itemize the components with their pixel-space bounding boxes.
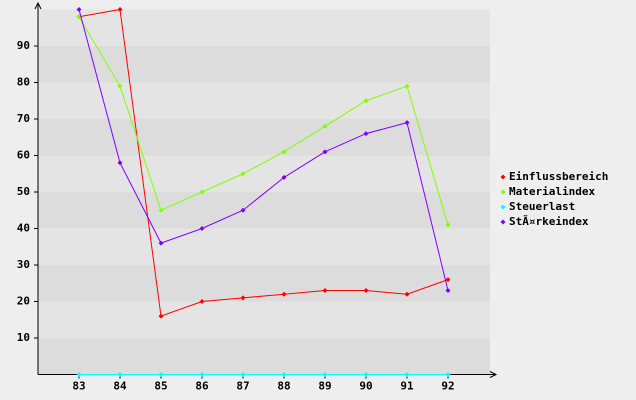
data-point	[404, 291, 410, 297]
x-tick-label: 89	[318, 380, 331, 393]
legend-label: Steuerlast	[509, 200, 575, 213]
legend-marker	[500, 174, 506, 180]
data-point	[199, 189, 205, 195]
data-point	[281, 174, 287, 180]
y-tick-label: 90	[17, 39, 30, 52]
x-tick-label: 83	[72, 380, 85, 393]
grid-band	[38, 228, 490, 265]
y-tick-label: 80	[17, 76, 30, 89]
legend-label: Materialindex	[509, 185, 595, 198]
grid-band	[38, 46, 490, 83]
y-tick-label: 40	[17, 222, 30, 235]
x-tick-label: 87	[236, 380, 249, 393]
data-point	[240, 207, 246, 213]
grid-band	[38, 338, 490, 375]
y-tick-label: 20	[17, 295, 30, 308]
data-point	[322, 123, 328, 129]
x-tick-label: 86	[195, 380, 209, 393]
x-tick-label: 90	[359, 380, 372, 393]
data-point	[322, 372, 328, 377]
series-line	[78, 9, 449, 291]
y-tick-label: 10	[17, 331, 30, 344]
grid-band	[38, 301, 490, 338]
data-point	[404, 120, 410, 126]
data-point	[158, 313, 164, 319]
data-point	[199, 299, 205, 304]
data-point	[322, 149, 328, 155]
data-point	[445, 372, 451, 377]
x-tick-label: 84	[113, 380, 127, 393]
x-tick-label: 92	[441, 380, 454, 393]
y-tick-label: 60	[17, 149, 30, 162]
y-tick-label: 30	[17, 258, 30, 271]
data-point	[117, 7, 123, 12]
data-point	[117, 160, 123, 166]
legend-marker	[500, 189, 506, 195]
grid-band	[38, 9, 490, 46]
data-point	[117, 372, 123, 377]
legend-marker	[500, 204, 506, 210]
data-point	[281, 149, 287, 155]
data-point	[240, 372, 246, 377]
data-point	[404, 83, 410, 89]
y-tick-label: 70	[17, 112, 30, 125]
data-point	[363, 98, 369, 104]
grid-band	[38, 265, 490, 302]
data-point	[363, 288, 369, 294]
legend-marker	[500, 219, 506, 225]
x-tick-label: 85	[154, 380, 167, 393]
legend-label: StÃ¤rkeindex	[509, 215, 589, 228]
grid-band	[38, 192, 490, 229]
data-point	[281, 372, 287, 377]
data-point	[76, 7, 82, 12]
series-line	[78, 16, 449, 225]
data-point	[158, 372, 164, 377]
x-tick-label: 88	[277, 380, 290, 393]
grid-band	[38, 155, 490, 192]
data-point	[240, 295, 246, 301]
x-tick-label: 91	[400, 380, 414, 393]
data-point	[363, 131, 369, 137]
data-point	[445, 222, 451, 228]
data-point	[199, 226, 205, 231]
data-point	[240, 171, 246, 177]
data-point	[322, 288, 328, 294]
data-point	[199, 372, 205, 377]
data-point	[158, 240, 164, 246]
data-point	[445, 288, 451, 294]
data-point	[281, 291, 287, 297]
y-axis-arrow	[34, 1, 42, 10]
data-point	[363, 372, 369, 377]
grid-band	[38, 82, 490, 119]
x-axis-arrow	[489, 371, 498, 378]
series-line	[78, 8, 449, 317]
legend-label: Einflussbereich	[509, 170, 608, 183]
data-point	[404, 372, 410, 377]
y-tick-label: 50	[17, 185, 30, 198]
data-point	[445, 277, 451, 283]
data-point	[117, 83, 123, 89]
data-point	[76, 372, 82, 377]
data-point	[158, 207, 164, 213]
